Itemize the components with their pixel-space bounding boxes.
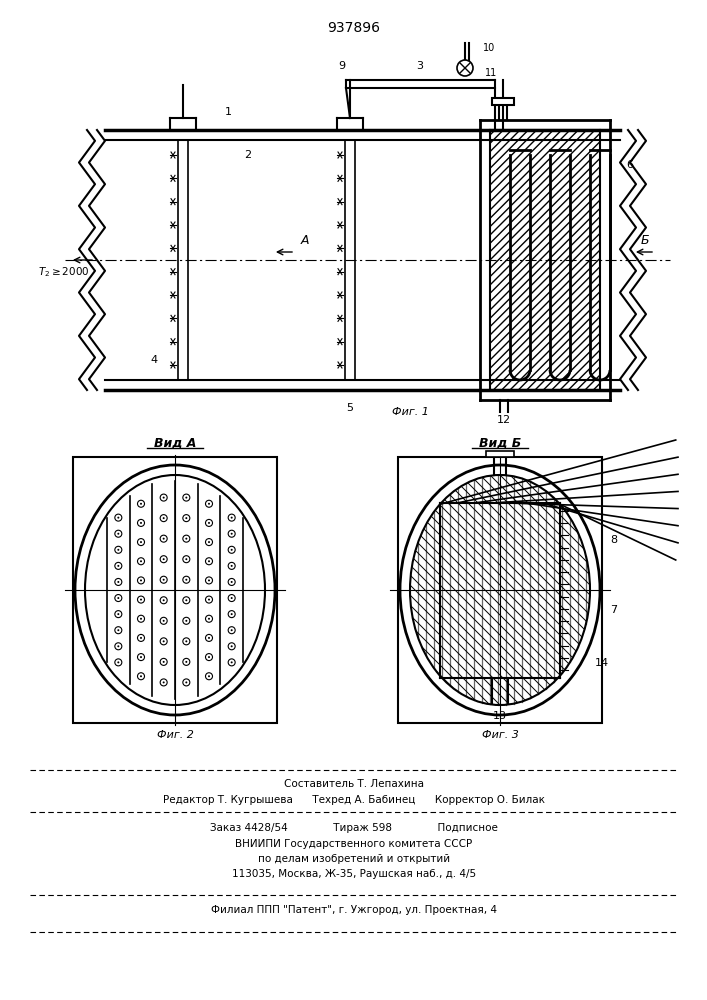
Text: 3: 3 [416, 61, 423, 71]
Text: 937896: 937896 [327, 21, 380, 35]
Circle shape [117, 661, 119, 663]
Text: 12: 12 [497, 415, 511, 425]
Circle shape [230, 533, 233, 535]
Circle shape [140, 675, 142, 677]
Circle shape [117, 613, 119, 615]
Text: Фиг. 2: Фиг. 2 [156, 730, 194, 740]
Circle shape [117, 565, 119, 567]
Circle shape [208, 637, 210, 639]
Circle shape [185, 497, 187, 499]
Circle shape [117, 645, 119, 647]
Circle shape [163, 681, 165, 683]
Circle shape [140, 560, 142, 562]
Bar [490, 130, 600, 390]
Circle shape [185, 538, 187, 540]
Circle shape [140, 656, 142, 658]
Circle shape [185, 558, 187, 560]
Circle shape [185, 599, 187, 601]
Text: 4: 4 [151, 355, 158, 365]
Text: 10: 10 [483, 43, 495, 53]
Circle shape [208, 656, 210, 658]
Text: Редактор Т. Кугрышева      Техред А. Бабинец      Корректор О. Билак: Редактор Т. Кугрышева Техред А. Бабинец … [163, 795, 545, 805]
Circle shape [208, 599, 210, 601]
Circle shape [117, 581, 119, 583]
Text: 11: 11 [485, 68, 497, 78]
Text: 5: 5 [346, 403, 354, 413]
Circle shape [230, 629, 233, 631]
Text: Фиг. 3: Фиг. 3 [481, 730, 518, 740]
Circle shape [163, 538, 165, 540]
Bar [73, 457, 277, 723]
Circle shape [185, 620, 187, 622]
Circle shape [117, 533, 119, 535]
Circle shape [230, 645, 233, 647]
Circle shape [208, 675, 210, 677]
Circle shape [117, 517, 119, 519]
Text: 8: 8 [610, 535, 617, 545]
Text: Вид А: Вид А [154, 436, 196, 450]
Circle shape [230, 661, 233, 663]
Text: 2: 2 [245, 150, 252, 160]
Text: Б: Б [641, 233, 649, 246]
Circle shape [457, 60, 473, 76]
Circle shape [163, 497, 165, 499]
Text: Заказ 4428/54              Тираж 598              Подписное: Заказ 4428/54 Тираж 598 Подписное [210, 823, 498, 833]
Circle shape [117, 549, 119, 551]
Circle shape [117, 629, 119, 631]
Circle shape [163, 517, 165, 519]
Circle shape [230, 613, 233, 615]
Circle shape [208, 560, 210, 562]
Circle shape [163, 579, 165, 581]
Circle shape [163, 599, 165, 601]
Text: 9: 9 [339, 61, 346, 71]
Circle shape [208, 522, 210, 524]
Text: 1: 1 [225, 107, 231, 117]
Circle shape [230, 597, 233, 599]
Circle shape [208, 618, 210, 620]
Bar [486, 451, 514, 457]
Text: по делам изобретений и открытий: по делам изобретений и открытий [258, 854, 450, 864]
Circle shape [163, 640, 165, 642]
Text: Филиал ППП "Патент", г. Ужгород, ул. Проектная, 4: Филиал ППП "Патент", г. Ужгород, ул. Про… [211, 905, 497, 915]
Circle shape [230, 565, 233, 567]
Circle shape [140, 503, 142, 505]
Circle shape [208, 541, 210, 543]
Circle shape [230, 581, 233, 583]
Circle shape [140, 618, 142, 620]
Bar [492, 98, 514, 105]
Circle shape [163, 661, 165, 663]
Text: Вид Б: Вид Б [479, 436, 521, 450]
Text: 6: 6 [626, 160, 633, 170]
Circle shape [163, 620, 165, 622]
Circle shape [140, 579, 142, 581]
Text: 7: 7 [610, 605, 617, 615]
Circle shape [140, 541, 142, 543]
Circle shape [208, 503, 210, 505]
Text: ВНИИПИ Государственного комитета СССР: ВНИИПИ Государственного комитета СССР [235, 839, 472, 849]
Circle shape [230, 517, 233, 519]
Circle shape [185, 681, 187, 683]
Circle shape [185, 640, 187, 642]
Circle shape [208, 579, 210, 581]
Circle shape [140, 637, 142, 639]
Text: 13: 13 [493, 711, 507, 721]
Circle shape [140, 522, 142, 524]
Text: $T_2 \geq 2000$: $T_2 \geq 2000$ [38, 265, 90, 279]
Text: Составитель Т. Лепахина: Составитель Т. Лепахина [284, 779, 424, 789]
Circle shape [140, 599, 142, 601]
Circle shape [117, 597, 119, 599]
Text: 113035, Москва, Ж-35, Раушская наб., д. 4/5: 113035, Москва, Ж-35, Раушская наб., д. … [232, 869, 476, 879]
Circle shape [185, 661, 187, 663]
Circle shape [185, 579, 187, 581]
Text: А: А [300, 233, 309, 246]
Circle shape [163, 558, 165, 560]
Bar [398, 457, 602, 723]
Text: Фиг. 1: Фиг. 1 [392, 407, 428, 417]
Circle shape [185, 517, 187, 519]
Circle shape [230, 549, 233, 551]
Text: 14: 14 [595, 658, 609, 668]
